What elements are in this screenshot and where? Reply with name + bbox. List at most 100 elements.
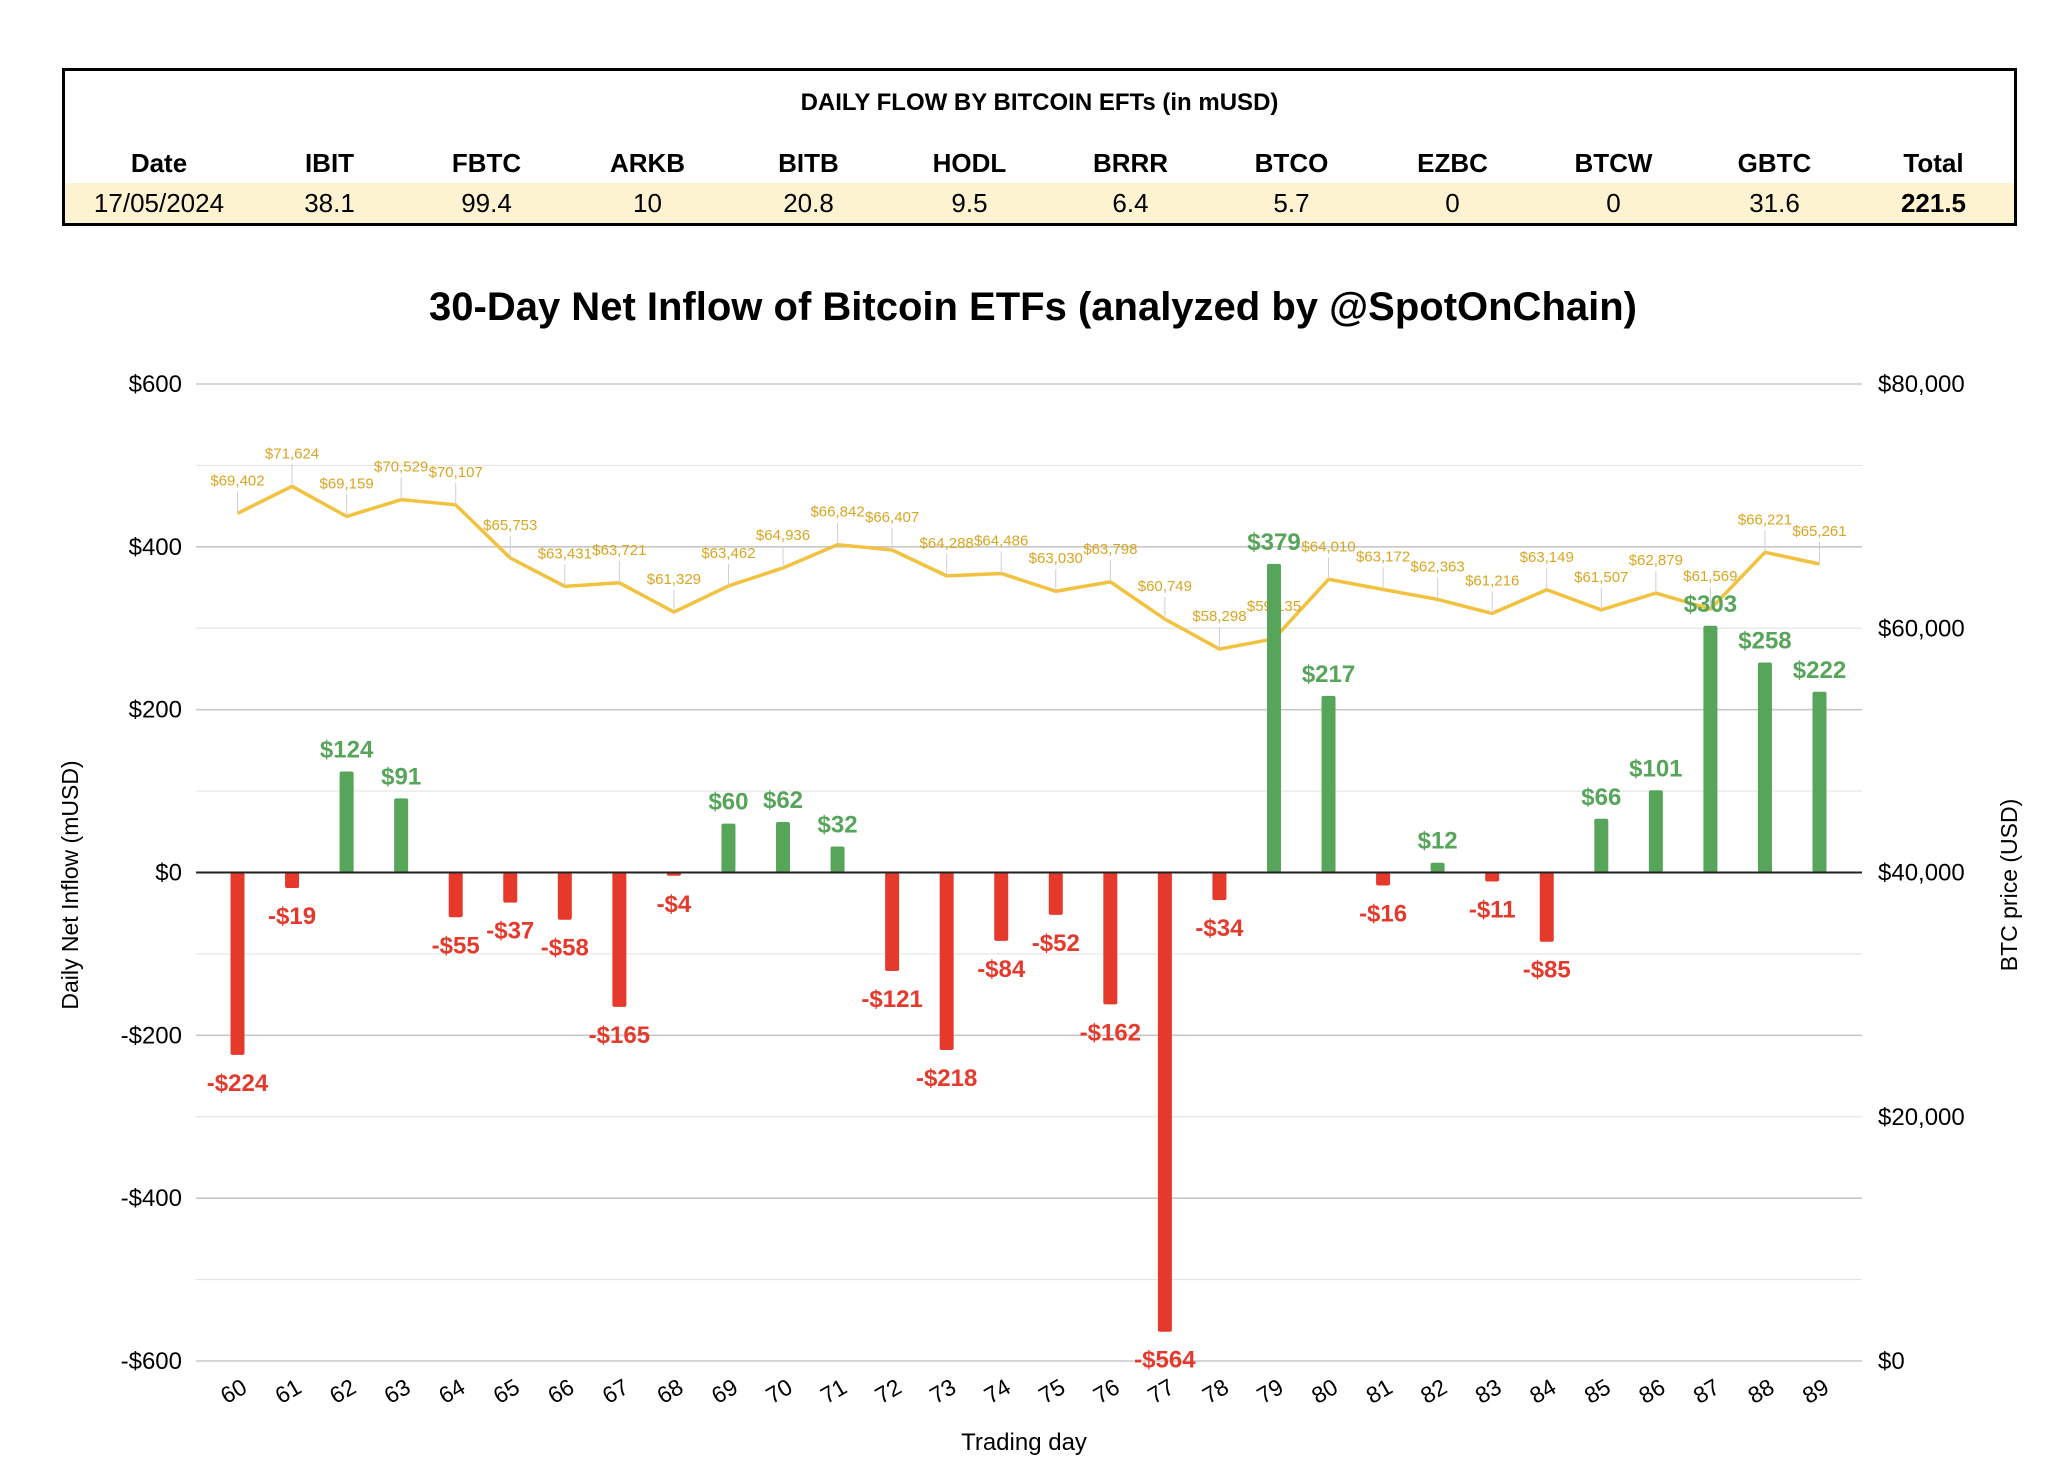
inflow-bar — [1594, 818, 1609, 873]
table-cell: 10 — [633, 188, 662, 218]
price-label: $66,221 — [1738, 511, 1792, 528]
y2-axis-label: BTC price (USD) — [1996, 799, 2022, 972]
price-label: $70,107 — [429, 464, 483, 481]
price-label: $63,798 — [1083, 541, 1137, 558]
x-tick-label: 65 — [489, 1373, 524, 1408]
inflow-bar — [448, 872, 463, 918]
y2-tick-label: $40,000 — [1878, 860, 1965, 887]
inflow-bar — [503, 872, 518, 903]
inflow-bar — [939, 872, 954, 1050]
bar-value-label: -$19 — [268, 903, 316, 930]
x-tick-label: 69 — [707, 1373, 742, 1408]
bar-value-label: $124 — [320, 737, 374, 764]
price-label: $63,721 — [592, 542, 646, 559]
table-cell: 5.7 — [1273, 188, 1310, 218]
price-label: $61,507 — [1574, 569, 1628, 586]
inflow-bar — [885, 872, 900, 972]
price-label: $63,172 — [1356, 549, 1410, 566]
x-tick-label: 77 — [1143, 1373, 1178, 1408]
x-tick-label: 81 — [1362, 1373, 1397, 1408]
x-tick-label: 70 — [761, 1373, 796, 1408]
y-tick-label: $0 — [155, 860, 182, 887]
price-label: $69,402 — [210, 472, 264, 489]
x-tick-label: 82 — [1416, 1373, 1451, 1408]
bar-value-label: -$218 — [916, 1065, 977, 1092]
inflow-bar — [1430, 862, 1445, 873]
table-cell: 0 — [1606, 188, 1621, 218]
inflow-bar — [1048, 872, 1063, 915]
price-label: $64,010 — [1301, 538, 1355, 555]
table-header-row: Date IBIT FBTC ARKB BITB HODL BRRR BTCO EZBC BTCW… — [65, 145, 2014, 181]
x-tick-label: 73 — [925, 1373, 960, 1408]
y-tick-label: $200 — [129, 697, 182, 724]
table-row: 17/05/2024 38.1 99.4 10 20.8 9.5 6.4 5.7 0 0 31.6 2… — [65, 183, 2014, 223]
x-tick-label: 83 — [1471, 1373, 1506, 1408]
price-label: $63,431 — [538, 545, 592, 562]
bar-value-label: -$84 — [977, 956, 1026, 983]
price-label: $65,261 — [1792, 523, 1846, 540]
x-tick-label: 61 — [270, 1373, 305, 1408]
x-tick-label: 80 — [1307, 1373, 1342, 1408]
x-tick-label: 84 — [1525, 1373, 1560, 1408]
bar-value-label: -$121 — [861, 986, 922, 1013]
price-label: $70,529 — [374, 459, 428, 476]
bar-value-label: $258 — [1738, 627, 1791, 654]
inflow-bar — [1103, 872, 1118, 1005]
bar-value-label: -$224 — [207, 1070, 269, 1097]
x-tick-label: 79 — [1252, 1373, 1287, 1408]
bar-value-label: $303 — [1684, 591, 1737, 618]
column-header: Total — [1903, 148, 1964, 178]
bar-value-label: -$4 — [657, 891, 692, 918]
price-label: $62,879 — [1629, 552, 1683, 569]
y2-tick-label: $20,000 — [1878, 1104, 1965, 1131]
price-label: $58,298 — [1192, 608, 1246, 625]
inflow-bar — [394, 798, 409, 873]
bar-value-label: $12 — [1418, 828, 1458, 855]
column-header: BTCW — [1574, 148, 1653, 178]
x-tick-label: 87 — [1689, 1373, 1724, 1408]
bar-value-label: $66 — [1581, 784, 1621, 811]
y-tick-label: $400 — [129, 534, 182, 561]
price-label: $63,462 — [701, 545, 755, 562]
x-tick-label: 78 — [1198, 1373, 1233, 1408]
column-header: BRRR — [1092, 148, 1169, 178]
x-tick-label: 86 — [1634, 1373, 1669, 1408]
btc-price-layer: $69,402$71,624$69,159$70,529 $70,107 $65,7… — [210, 445, 1847, 651]
column-header: ARKB — [609, 148, 686, 178]
price-label: $64,486 — [974, 532, 1028, 549]
bar-value-label: $217 — [1302, 661, 1355, 688]
daily-flow-table: DAILY FLOW BY BITCOIN EFTs (in mUSD) Dat… — [62, 68, 2017, 226]
bar-value-label: -$58 — [541, 935, 589, 962]
x-tick-label: 67 — [598, 1373, 633, 1408]
bar-value-label: $91 — [381, 763, 421, 790]
price-label: $64,936 — [756, 527, 810, 544]
column-header: IBIT — [304, 148, 355, 178]
y2-tick-label: $60,000 — [1878, 615, 1965, 642]
inflow-bar — [1539, 872, 1554, 942]
bar-value-label: -$564 — [1134, 1347, 1196, 1374]
inflow-bar — [557, 872, 572, 920]
bar-value-label: $379 — [1247, 529, 1300, 556]
price-label: $69,159 — [319, 475, 373, 492]
column-header: EZBC — [1417, 148, 1488, 178]
price-label: $65,753 — [483, 517, 537, 534]
price-label: $63,030 — [1029, 550, 1083, 567]
y2-tick-label: $80,000 — [1878, 371, 1965, 398]
y2-tick-label: $0 — [1878, 1348, 1905, 1375]
table-cell: 99.4 — [461, 188, 512, 218]
table-cell: 20.8 — [783, 188, 834, 218]
x-tick-label: 62 — [325, 1373, 360, 1408]
bar-value-label: -$52 — [1032, 930, 1080, 957]
bar-value-label: $222 — [1793, 657, 1846, 684]
table-cell: 0 — [1445, 188, 1460, 218]
bar-value-label: $62 — [763, 787, 803, 814]
y-tick-label: $600 — [129, 371, 182, 398]
x-axis-label: Trading day — [961, 1429, 1087, 1456]
inflow-bar — [1321, 695, 1336, 873]
x-tick-label: 88 — [1743, 1373, 1778, 1408]
table-cell: 31.6 — [1749, 188, 1800, 218]
column-header: FBTC — [451, 148, 522, 178]
inflow-bar — [230, 872, 245, 1055]
y-axis-label: Daily Net Inflow (mUSD) — [57, 760, 83, 1009]
